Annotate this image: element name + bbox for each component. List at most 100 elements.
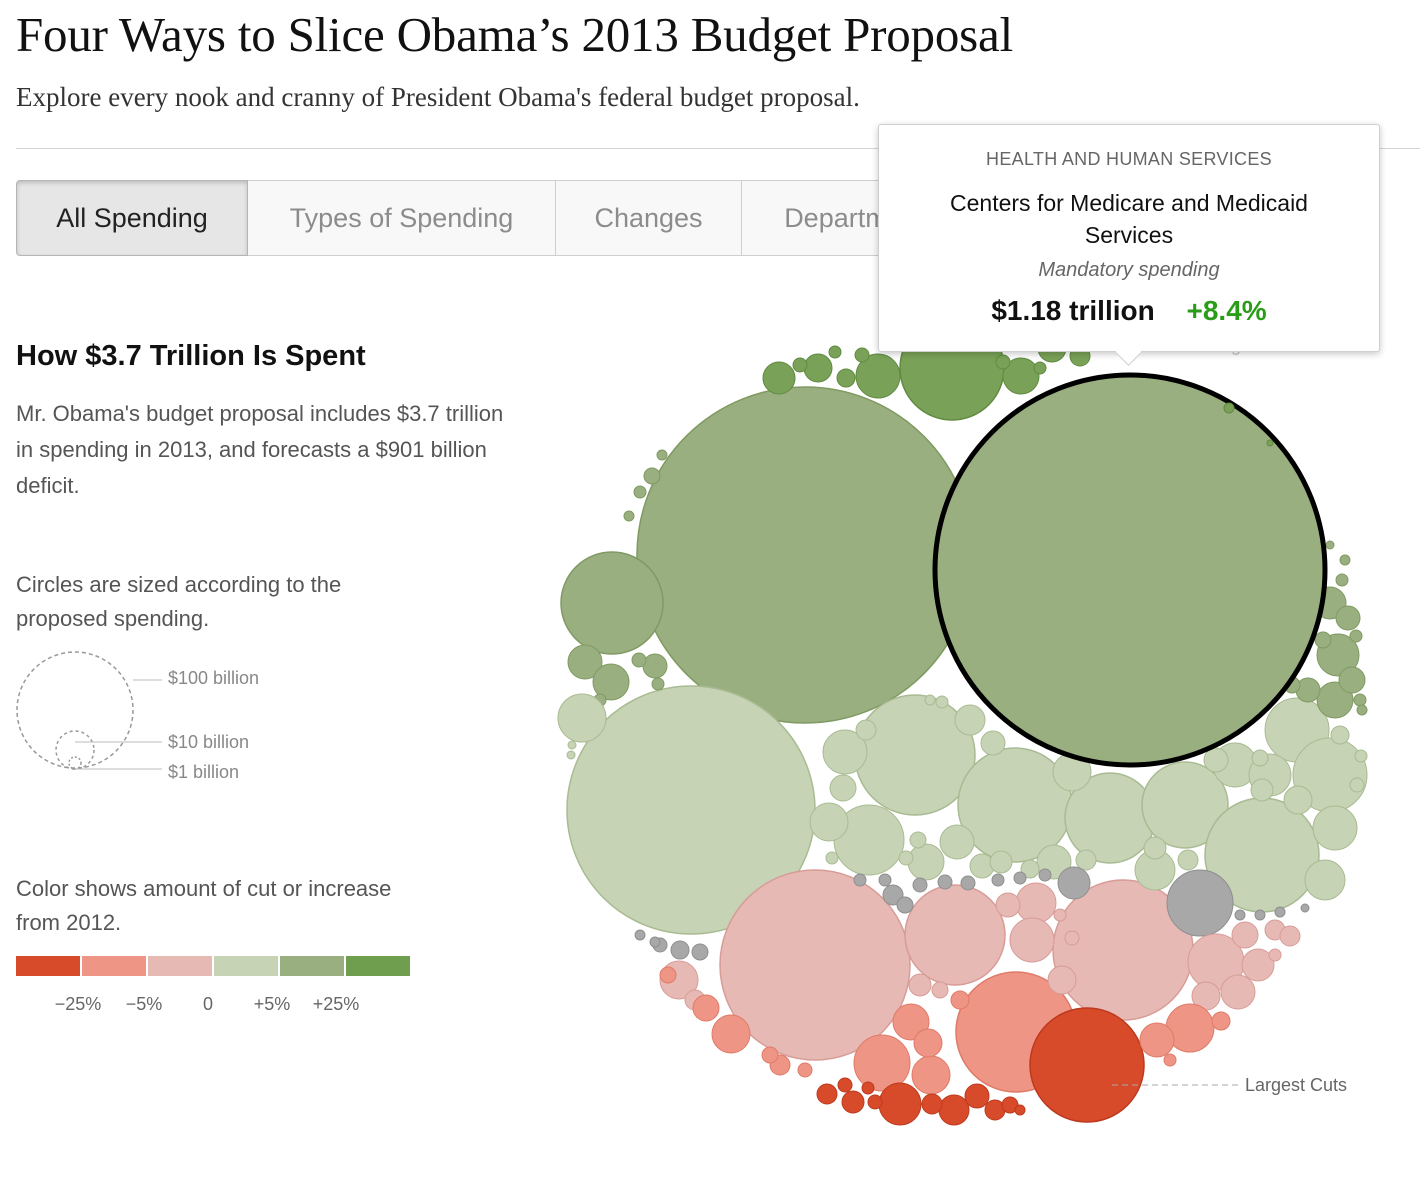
budget-bubble[interactable] (1064, 930, 1080, 946)
budget-bubble[interactable] (1223, 402, 1235, 414)
budget-bubble[interactable] (1335, 573, 1349, 587)
budget-bubble[interactable] (651, 677, 665, 691)
budget-bubble[interactable] (1254, 909, 1266, 921)
budget-bubble[interactable] (896, 896, 914, 914)
budget-bubble[interactable] (980, 730, 1006, 756)
budget-bubble[interactable] (861, 1081, 875, 1095)
budget-bubble[interactable] (656, 449, 668, 461)
budget-bubble-large[interactable] (636, 386, 974, 724)
budget-bubble[interactable] (1166, 869, 1234, 937)
budget-bubble[interactable] (566, 750, 576, 760)
budget-bubble[interactable] (950, 990, 970, 1010)
budget-bubble[interactable] (557, 693, 607, 743)
budget-bubble[interactable] (1020, 859, 1040, 879)
budget-bubble[interactable] (908, 973, 932, 997)
budget-bubble[interactable] (1349, 629, 1363, 643)
budget-bubble[interactable] (711, 1014, 751, 1054)
budget-bubble[interactable] (931, 981, 949, 999)
budget-bubble[interactable] (836, 368, 856, 388)
budget-bubble[interactable] (631, 652, 647, 668)
budget-bubble[interactable] (691, 943, 709, 961)
budget-bubble[interactable] (1231, 921, 1259, 949)
budget-bubble-large[interactable] (719, 869, 911, 1061)
budget-bubble[interactable] (643, 467, 661, 485)
budget-bubble[interactable] (1203, 747, 1229, 773)
budget-bubble[interactable] (1314, 631, 1332, 649)
budget-bubble[interactable] (567, 644, 603, 680)
budget-bubble[interactable] (1330, 725, 1350, 745)
budget-bubble[interactable] (1300, 903, 1310, 913)
budget-bubble[interactable] (592, 663, 630, 701)
budget-bubble[interactable] (623, 510, 635, 522)
budget-bubble[interactable] (1075, 849, 1097, 871)
budget-bubble[interactable] (841, 1090, 865, 1114)
budget-bubble[interactable] (828, 345, 842, 359)
budget-bubble[interactable] (792, 357, 808, 373)
budget-bubble[interactable] (989, 850, 1013, 874)
budget-bubble[interactable] (762, 361, 796, 395)
highlighted-bubble-cms[interactable] (932, 372, 1328, 768)
budget-bubble[interactable] (878, 1082, 922, 1126)
budget-bubble[interactable] (560, 551, 664, 655)
budget-bubble[interactable] (1241, 948, 1275, 982)
budget-bubble[interactable] (854, 347, 870, 363)
budget-bubble[interactable] (1033, 361, 1047, 375)
budget-bubble[interactable] (898, 850, 914, 866)
budget-bubble[interactable] (937, 874, 953, 890)
budget-bubble[interactable] (1143, 836, 1167, 860)
budget-bubble[interactable] (855, 719, 877, 741)
budget-bubble[interactable] (853, 1034, 911, 1092)
budget-bubble[interactable] (829, 774, 857, 802)
budget-bubble[interactable] (1325, 540, 1335, 550)
budget-bubble[interactable] (960, 875, 976, 891)
budget-bubble[interactable] (803, 353, 833, 383)
budget-bubble[interactable] (816, 1083, 838, 1105)
budget-bubble[interactable] (1354, 749, 1368, 763)
budget-bubble[interactable] (907, 843, 945, 881)
budget-bubble[interactable] (1353, 693, 1367, 707)
budget-bubble[interactable] (921, 1093, 943, 1115)
budget-bubble[interactable] (1316, 681, 1354, 719)
budget-bubble[interactable] (1339, 554, 1351, 566)
budget-bubble[interactable] (1266, 439, 1274, 447)
budget-bubble[interactable] (1009, 917, 1055, 963)
budget-bubble[interactable] (1220, 974, 1256, 1010)
budget-bubble[interactable] (912, 877, 928, 893)
budget-bubble[interactable] (855, 353, 901, 399)
budget-bubble[interactable] (938, 1094, 970, 1126)
budget-bubble[interactable] (1268, 948, 1282, 962)
budget-bubble[interactable] (882, 884, 904, 906)
budget-bubble[interactable] (1338, 666, 1366, 694)
budget-bubble[interactable] (1047, 965, 1077, 995)
budget-bubble[interactable] (692, 994, 720, 1022)
budget-bubble[interactable] (649, 936, 661, 948)
budget-bubble[interactable] (1057, 866, 1091, 900)
budget-bubble[interactable] (1312, 805, 1358, 851)
budget-bubble[interactable] (853, 873, 867, 887)
tab-types-of-spending[interactable]: Types of Spending (248, 180, 556, 256)
budget-bubble[interactable] (837, 1077, 853, 1093)
budget-bubble[interactable] (1356, 704, 1368, 716)
budget-bubble[interactable] (867, 1094, 883, 1110)
budget-bubble[interactable] (991, 873, 1005, 887)
budget-bubble[interactable] (1163, 1053, 1177, 1067)
tab-changes[interactable]: Changes (556, 180, 742, 256)
budget-bubble[interactable] (1250, 778, 1274, 802)
budget-bubble[interactable] (659, 966, 677, 984)
budget-bubble[interactable] (633, 485, 647, 499)
budget-bubble[interactable] (809, 802, 849, 842)
budget-bubble[interactable] (1335, 605, 1361, 631)
budget-bubble[interactable] (642, 653, 668, 679)
budget-bubble[interactable] (995, 354, 1011, 370)
budget-bubble[interactable] (1139, 1022, 1175, 1058)
budget-bubble[interactable] (1053, 908, 1067, 922)
budget-bubble[interactable] (1015, 882, 1057, 924)
budget-bubble[interactable] (954, 704, 986, 736)
budget-bubble[interactable] (1038, 868, 1052, 882)
budget-bubble[interactable] (670, 940, 690, 960)
budget-bubble[interactable] (822, 729, 868, 775)
budget-bubble[interactable] (911, 1055, 951, 1095)
budget-bubble[interactable] (1234, 909, 1246, 921)
budget-bubble[interactable] (1211, 1011, 1231, 1031)
budget-bubble[interactable] (964, 1083, 990, 1109)
